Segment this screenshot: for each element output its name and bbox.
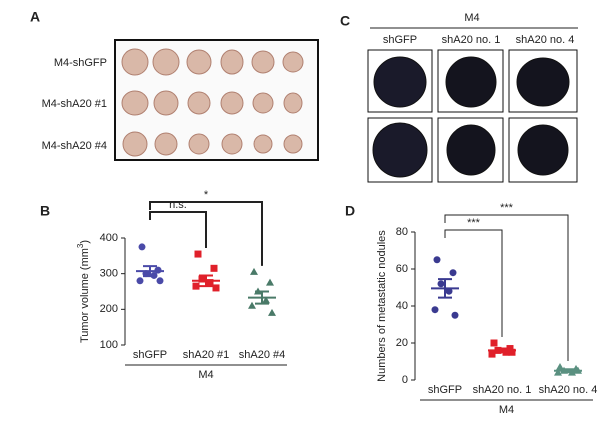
column-label: shGFP <box>383 34 417 46</box>
point <box>433 256 441 264</box>
point <box>262 296 270 304</box>
point <box>198 275 206 283</box>
panel-label: D <box>345 203 355 219</box>
point <box>194 250 202 258</box>
point <box>156 277 164 285</box>
y-tick-label: 100 <box>100 339 118 351</box>
y-tick-label: 40 <box>396 300 408 312</box>
significance-bracket <box>149 211 207 249</box>
x-tick-label: shA20 no. 4 <box>539 384 598 396</box>
significance-label: n.s. <box>169 199 187 211</box>
panel-label: B <box>40 203 50 219</box>
group-label: M4 <box>198 369 213 381</box>
point <box>248 301 256 309</box>
significance-label: *** <box>467 217 481 229</box>
significance-bracket <box>444 214 569 362</box>
y-axis-label-part: Tumor volume (mm <box>79 248 91 343</box>
row-label: M4-shGFP <box>54 57 107 69</box>
significance-bracket <box>149 201 263 266</box>
y-tick-label: 400 <box>100 232 118 244</box>
point <box>250 267 258 275</box>
y-tick-label: 0 <box>402 374 408 386</box>
point <box>206 279 214 287</box>
significance-label: *** <box>500 202 514 214</box>
y-axis-label: Tumor volume (mm3) <box>76 240 91 343</box>
error-bar <box>438 278 452 299</box>
error-bar <box>143 265 157 278</box>
y-axis-label-part: ) <box>79 240 91 244</box>
point <box>431 306 439 314</box>
x-tick-label: shGFP <box>133 349 167 361</box>
error-bar <box>561 368 575 374</box>
error-bar <box>199 274 213 288</box>
y-tick-label: 20 <box>396 337 408 349</box>
significance-bracket <box>444 229 503 337</box>
point <box>192 282 200 290</box>
point <box>554 368 562 376</box>
y-tick-label: 300 <box>100 268 118 280</box>
x-tick-label: shGFP <box>428 384 462 396</box>
y-tick-label: 200 <box>100 303 118 315</box>
point <box>506 345 514 353</box>
point <box>210 264 218 272</box>
error-bar <box>255 290 269 305</box>
y-tick-label: 80 <box>396 226 408 238</box>
panel-label: A <box>30 9 40 25</box>
point <box>445 287 453 295</box>
tumors <box>121 48 304 157</box>
column-label: shA20 no. 4 <box>516 34 575 46</box>
x-tick-label: shA20 no. 1 <box>473 384 532 396</box>
error-bar <box>495 347 509 354</box>
point <box>451 311 459 319</box>
row-label: M4-shA20 #4 <box>42 140 107 152</box>
group-title: M4 <box>464 12 479 24</box>
point <box>268 308 276 316</box>
point <box>449 269 457 277</box>
point <box>437 280 445 288</box>
x-tick-label: shA20 #4 <box>239 349 285 361</box>
point <box>136 277 144 285</box>
group-label: M4 <box>499 404 514 416</box>
column-label: shA20 no. 1 <box>442 34 501 46</box>
y-axis-label-part: Numbers of metastatic nodules <box>376 230 388 382</box>
point <box>138 243 146 251</box>
y-axis-label: Numbers of metastatic nodules <box>376 230 388 382</box>
lung-photos <box>367 49 578 183</box>
y-tick-label: 60 <box>396 263 408 275</box>
point <box>490 339 498 347</box>
y-axis-label-part: 3 <box>76 243 85 248</box>
row-label: M4-shA20 #1 <box>42 98 107 110</box>
x-tick-label: shA20 #1 <box>183 349 229 361</box>
point <box>488 350 496 358</box>
point <box>212 284 220 292</box>
panel-label: C <box>340 13 350 29</box>
point <box>266 278 274 286</box>
point <box>508 348 516 356</box>
significance-label: * <box>204 189 209 201</box>
